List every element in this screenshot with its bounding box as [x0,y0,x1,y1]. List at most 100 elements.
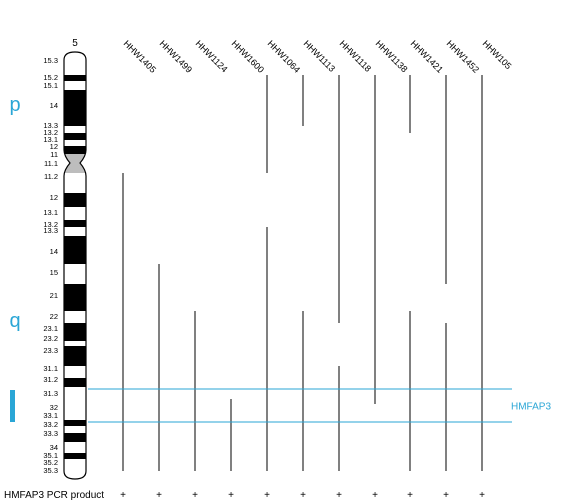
band-label: 23.2 [43,334,58,343]
cell-line-columns: HHW1405 HHW1499 HHW1124 HHW1600 HHW1064 HHW11… [122,38,514,471]
chromosome-band-35-1 [64,442,86,453]
line-label-hhw1113: HHW1113 [302,38,337,73]
chromosome-band-11-1 [64,163,86,173]
line-label-hhw105: HHW105 [481,38,514,71]
band-label: 32 [50,403,58,412]
chromosome-band-23-1 [64,323,86,341]
chromosome-band-13-1 [64,207,86,220]
band-label: 31.2 [43,375,58,384]
chromosome-band-13-3 [64,227,86,236]
region-bracket-bar [10,390,15,422]
band-label: 33.1 [43,411,58,420]
line-label-hhw1452: HHW1452 [445,38,481,74]
line-label-hhw1421: HHW1421 [409,38,445,74]
band-label: 13.1 [43,208,58,217]
chromosome-band-31-3 [64,387,86,399]
chromosome-band-11 [64,154,86,163]
band-label: 14 [50,101,58,110]
chromosome-number: 5 [72,38,78,49]
band-label: 22 [50,312,58,321]
chromosome-5-ideogram [63,51,87,480]
line-label-hhw1064: HHW1064 [266,38,302,74]
chromosome-band-33-2 [64,420,86,426]
p-arm-label: p [9,94,20,116]
band-label: 33.3 [43,429,58,438]
chromosome-band-31-2 [64,378,86,387]
pcr-mark-hhw1124: + [192,490,198,501]
band-label: 15.2 [43,73,58,82]
pcr-mark-hhw105: + [479,490,485,501]
band-label: 15 [50,268,58,277]
chromosome-band-34 [64,433,86,442]
band-label: 23.3 [43,346,58,355]
chromosome-band-11-2 [64,173,86,193]
chromosome-band-13-2 [64,133,86,140]
chromosome-band-12 [64,193,86,207]
line-label-hhw1499: HHW1499 [158,38,194,74]
chromosome-band-23-2 [64,341,86,346]
band-label: 33.2 [43,420,58,429]
chromosome-band-15-3 [64,52,86,75]
hmfap3-region: HMFAP3 [10,388,551,423]
chromosome-outline [63,51,87,480]
band-label: 34 [50,443,58,452]
chromosome-band-12 [64,146,86,154]
line-label-hhw1600: HHW1600 [230,38,266,74]
chromosome-band-31-1 [64,366,86,378]
band-label: 11.2 [44,172,58,181]
chromosome-band-32 [64,399,86,404]
line-label-hhw1138: HHW1138 [374,38,410,74]
chromosome-band-15-1 [64,81,86,90]
band-label: 11 [50,150,58,159]
band-label: 12 [50,142,58,151]
chromosome-band-14 [64,90,86,126]
chromosome-band-35-2 [64,453,86,459]
chromosome-band-23-3 [64,346,86,366]
chromosome-band-15-2 [64,75,86,81]
chromosome-band-15 [64,264,86,284]
pcr-mark-hhw1138: + [372,490,378,501]
pcr-mark-hhw1452: + [443,490,449,501]
chromosome-band-22 [64,311,86,323]
band-labels: 15.315.215.11413.313.213.1121111.111.212… [43,56,58,475]
line-label-hhw1405: HHW1405 [122,38,158,74]
chromosome-band-21 [64,284,86,311]
band-label: 35.2 [43,458,58,467]
footer-label: HMFAP3 PCR product [4,490,104,501]
chromosome-band-33-1 [64,404,86,420]
q-arm-label: q [9,310,20,332]
band-label: 11.1 [44,159,58,168]
band-label: 15.1 [43,81,58,90]
pcr-mark-hhw1113: + [300,490,306,501]
pcr-mark-hhw1064: + [264,490,270,501]
chromosome-band-13-3 [64,126,86,133]
line-label-hhw1118: HHW1118 [338,38,373,73]
band-label: 14 [50,247,58,256]
pcr-mark-hhw1405: + [120,490,126,501]
band-label: 13.1 [43,135,58,144]
pcr-mark-hhw1118: + [336,490,342,501]
chromosome-band-14 [64,236,86,264]
chromosome-band-33-3 [64,426,86,433]
pcr-mark-hhw1499: + [156,490,162,501]
band-label: 13.3 [43,226,58,235]
band-label: 21 [50,291,58,300]
pcr-mark-hhw1421: + [407,490,413,501]
band-label: 13.2 [43,128,58,137]
pcr-result-marks: + + + + + + + + + + + [120,490,485,501]
band-label: 31.1 [43,364,58,373]
band-label: 13.3 [43,121,58,130]
band-label: 35.3 [43,466,58,475]
pcr-mark-hhw1600: + [228,490,234,501]
region-label: HMFAP3 [511,402,551,413]
band-label: 12 [50,193,58,202]
band-label: 35.1 [43,451,58,460]
band-label: 23.1 [43,324,58,333]
chromosome-band-35-3 [64,459,86,471]
band-label: 31.3 [43,389,58,398]
band-label: 15.3 [43,56,58,65]
chromosome-band-13-1 [64,140,86,146]
band-label: 13.2 [43,220,58,229]
chromosome-band-13-2 [64,220,86,227]
